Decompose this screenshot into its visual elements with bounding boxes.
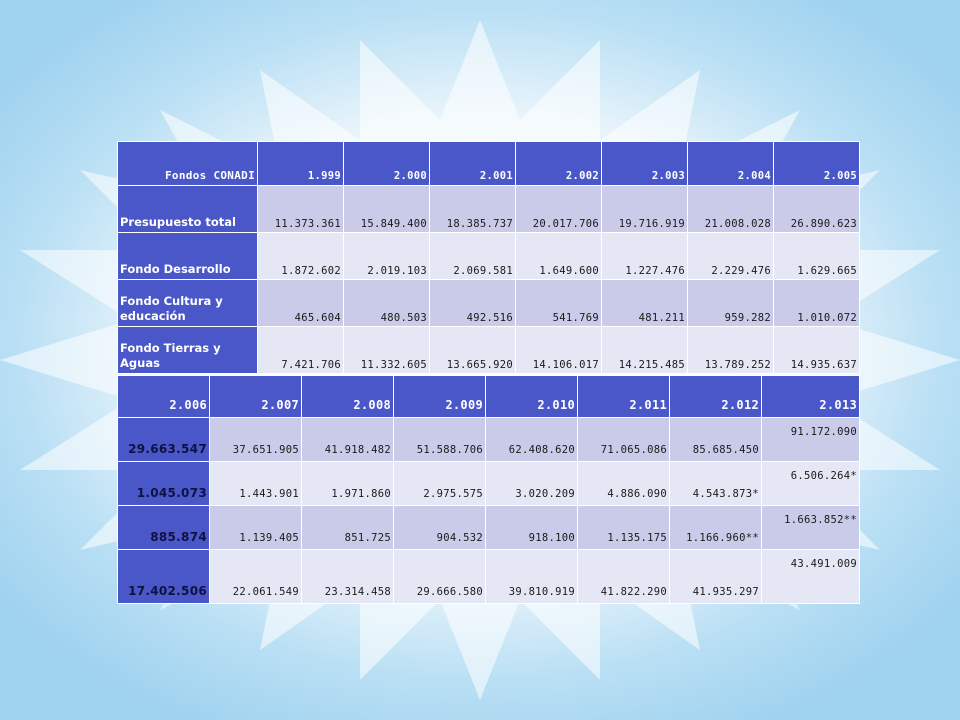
header-cell: 2.000 (343, 141, 430, 186)
header-cell: 2.013 (761, 375, 860, 418)
table-cell: 1.872.602 (257, 232, 344, 280)
table-cell: 1.135.175 (577, 505, 670, 550)
table-cell: 1.663.852** (761, 505, 860, 550)
table-cell: 2.975.575 (393, 461, 486, 506)
table-cell: 2.229.476 (687, 232, 774, 280)
table-cell: 17.402.506 (117, 549, 210, 604)
table-cell: 41.918.482 (301, 417, 394, 462)
conadi-funds-table-2006-2013: 2.006 2.007 2.008 2.009 2.010 2.011 2.01… (117, 375, 860, 604)
table-row: 29.663.547 37.651.905 41.918.482 51.588.… (117, 417, 860, 462)
table-cell: 959.282 (687, 279, 774, 327)
table-cell: 62.408.620 (485, 417, 578, 462)
table-cell: 19.716.919 (601, 185, 688, 233)
table-cell: 1.139.405 (209, 505, 302, 550)
table-cell: 43.491.009 (761, 549, 860, 604)
table-cell: 1.443.901 (209, 461, 302, 506)
header-cell: Fondos CONADI (117, 141, 258, 186)
table-cell: 22.061.549 (209, 549, 302, 604)
row-label: Fondo Desarrollo (117, 232, 258, 280)
table-row: 1.045.073 1.443.901 1.971.860 2.975.575 … (117, 461, 860, 506)
table-cell: 13.665.920 (429, 326, 516, 374)
row-label: Presupuesto total (117, 185, 258, 233)
table-cell: 41.822.290 (577, 549, 670, 604)
conadi-funds-table-1999-2005: Fondos CONADI 1.999 2.000 2.001 2.002 2.… (117, 141, 860, 374)
header-cell: 2.005 (773, 141, 860, 186)
table-row: 885.874 1.139.405 851.725 904.532 918.10… (117, 505, 860, 550)
table-cell: 885.874 (117, 505, 210, 550)
table-cell: 4.886.090 (577, 461, 670, 506)
table-cell: 1.227.476 (601, 232, 688, 280)
table-cell: 18.385.737 (429, 185, 516, 233)
row-label: Fondo Tierras y Aguas (117, 326, 258, 374)
table-cell: 13.789.252 (687, 326, 774, 374)
row-label: Fondo Cultura y educación (117, 279, 258, 327)
table-cell: 14.106.017 (515, 326, 602, 374)
header-cell: 2.009 (393, 375, 486, 418)
table-cell: 26.890.623 (773, 185, 860, 233)
table-cell: 1.971.860 (301, 461, 394, 506)
table-cell: 7.421.706 (257, 326, 344, 374)
table-row: Presupuesto total 11.373.361 15.849.400 … (117, 185, 860, 233)
table-cell: 85.685.450 (669, 417, 762, 462)
table-cell: 465.604 (257, 279, 344, 327)
table-cell: 1.010.072 (773, 279, 860, 327)
table-cell: 39.810.919 (485, 549, 578, 604)
header-cell: 2.011 (577, 375, 670, 418)
header-cell: 2.006 (117, 375, 210, 418)
table-cell: 480.503 (343, 279, 430, 327)
table-cell: 1.045.073 (117, 461, 210, 506)
table-cell: 492.516 (429, 279, 516, 327)
table-cell: 11.332.605 (343, 326, 430, 374)
table-cell: 41.935.297 (669, 549, 762, 604)
table-cell: 11.373.361 (257, 185, 344, 233)
table-cell: 29.666.580 (393, 549, 486, 604)
header-cell: 2.007 (209, 375, 302, 418)
table-cell: 51.588.706 (393, 417, 486, 462)
table-cell: 4.543.873* (669, 461, 762, 506)
header-cell: 2.002 (515, 141, 602, 186)
table-cell: 14.215.485 (601, 326, 688, 374)
table-cell: 71.065.086 (577, 417, 670, 462)
table-header-row: Fondos CONADI 1.999 2.000 2.001 2.002 2.… (117, 141, 860, 186)
header-cell: 2.001 (429, 141, 516, 186)
header-cell: 2.008 (301, 375, 394, 418)
table-cell: 37.651.905 (209, 417, 302, 462)
header-cell: 2.003 (601, 141, 688, 186)
table-cell: 15.849.400 (343, 185, 430, 233)
table-row: Fondo Desarrollo 1.872.602 2.019.103 2.0… (117, 232, 860, 280)
table-header-row: 2.006 2.007 2.008 2.009 2.010 2.011 2.01… (117, 375, 860, 418)
table-cell: 904.532 (393, 505, 486, 550)
table-cell: 851.725 (301, 505, 394, 550)
header-cell: 2.010 (485, 375, 578, 418)
table-cell: 2.069.581 (429, 232, 516, 280)
table-cell: 1.629.665 (773, 232, 860, 280)
table-cell: 91.172.090 (761, 417, 860, 462)
table-row: Fondo Cultura y educación 465.604 480.50… (117, 279, 860, 327)
header-cell: 2.012 (669, 375, 762, 418)
table-row: 17.402.506 22.061.549 23.314.458 29.666.… (117, 549, 860, 604)
table-cell: 20.017.706 (515, 185, 602, 233)
table-cell: 481.211 (601, 279, 688, 327)
table-cell: 1.649.600 (515, 232, 602, 280)
table-cell: 3.020.209 (485, 461, 578, 506)
table-cell: 23.314.458 (301, 549, 394, 604)
table-cell: 21.008.028 (687, 185, 774, 233)
table-cell: 2.019.103 (343, 232, 430, 280)
header-cell: 1.999 (257, 141, 344, 186)
table-cell: 541.769 (515, 279, 602, 327)
table-cell: 6.506.264* (761, 461, 860, 506)
table-row: Fondo Tierras y Aguas 7.421.706 11.332.6… (117, 326, 860, 374)
header-cell: 2.004 (687, 141, 774, 186)
table-cell: 14.935.637 (773, 326, 860, 374)
table-cell: 1.166.960** (669, 505, 762, 550)
table-cell: 918.100 (485, 505, 578, 550)
table-cell: 29.663.547 (117, 417, 210, 462)
